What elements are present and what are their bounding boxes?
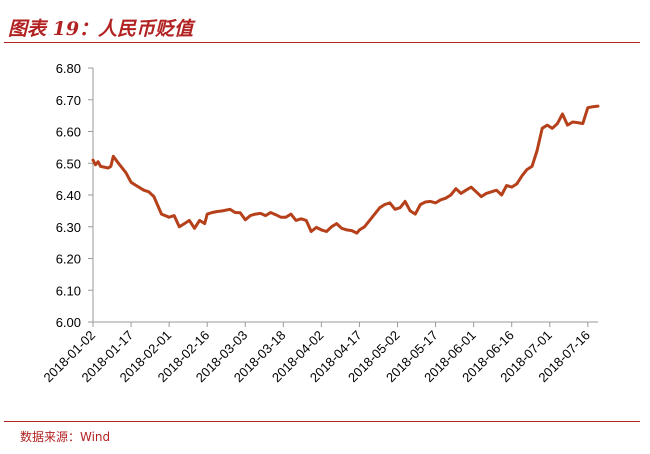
- y-tick-label: 6.60: [56, 125, 81, 140]
- series-line: [91, 104, 600, 235]
- y-tick-label: 6.50: [56, 156, 81, 171]
- y-tick-label: 6.10: [56, 283, 81, 298]
- y-tick-label: 6.30: [56, 220, 81, 235]
- y-tick-label: 6.80: [56, 61, 81, 76]
- title-divider: [4, 42, 640, 43]
- y-tick-label: 6.70: [56, 93, 81, 108]
- footer-divider: [4, 421, 640, 422]
- chart-title: 图表 19：人民币贬值: [8, 18, 194, 40]
- y-tick-label: 6.20: [56, 252, 81, 267]
- source-note: 数据来源：Wind: [20, 430, 111, 444]
- y-tick-label: 6.40: [56, 188, 81, 203]
- y-tick-label: 6.00: [56, 315, 81, 330]
